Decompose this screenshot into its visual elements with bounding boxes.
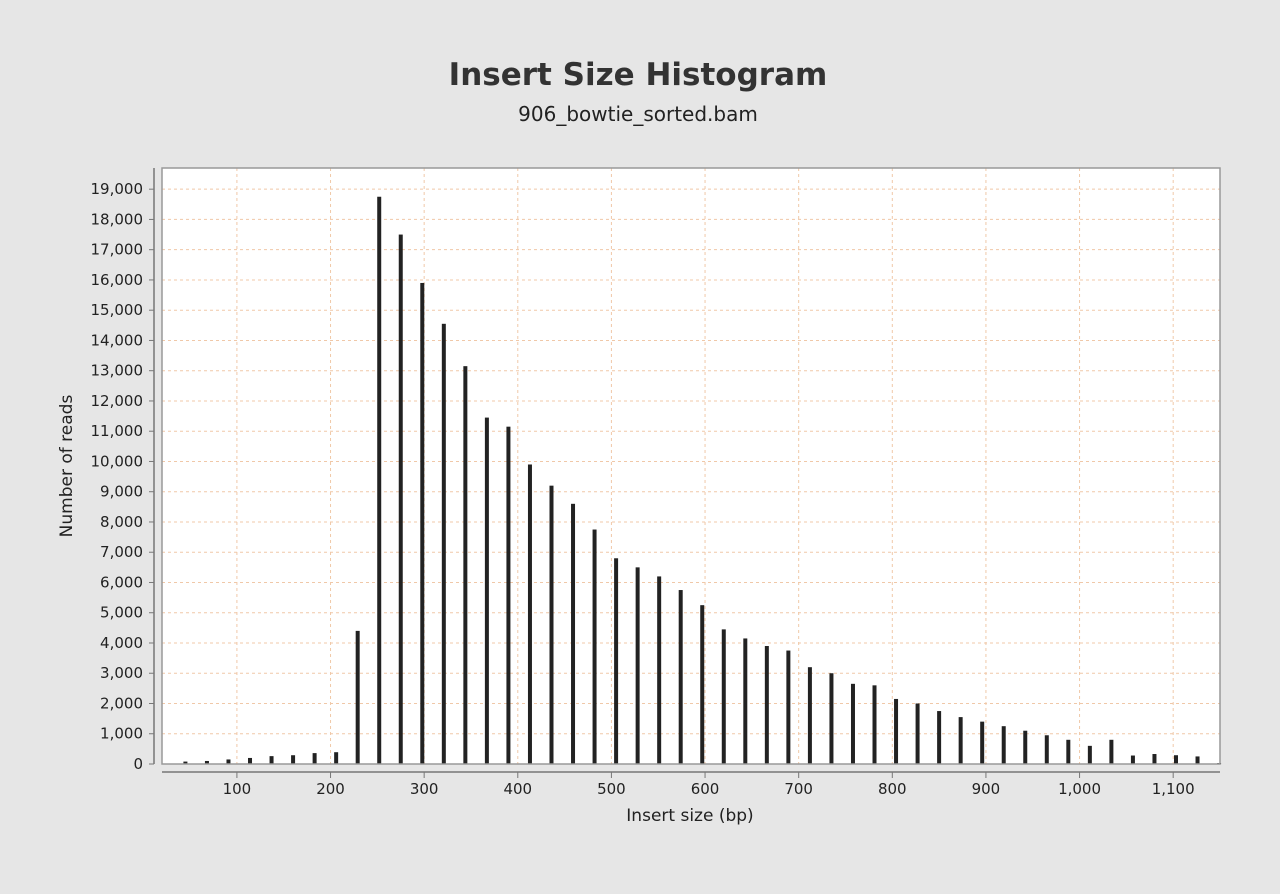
histogram-bar bbox=[527, 464, 532, 764]
y-axis-label: Number of reads bbox=[57, 395, 77, 538]
y-tick-label: 13,000 bbox=[91, 362, 144, 380]
y-tick-label: 11,000 bbox=[91, 422, 144, 440]
y-tick-label: 12,000 bbox=[91, 392, 144, 410]
histogram-bar bbox=[1195, 756, 1200, 764]
histogram-bar bbox=[269, 756, 274, 764]
histogram-bar bbox=[657, 576, 662, 764]
x-tick-label: 700 bbox=[784, 780, 813, 798]
y-tick-label: 10,000 bbox=[91, 452, 144, 470]
y-tick-label: 16,000 bbox=[91, 271, 144, 289]
histogram-bar bbox=[291, 755, 296, 764]
x-tick-label: 300 bbox=[410, 780, 439, 798]
histogram-bar bbox=[334, 752, 339, 764]
y-tick-label: 4,000 bbox=[100, 634, 143, 652]
histogram-bar bbox=[226, 759, 231, 764]
histogram-bar bbox=[850, 683, 855, 764]
histogram-bar bbox=[807, 667, 812, 764]
histogram-bar bbox=[1001, 726, 1006, 764]
x-tick-label: 500 bbox=[597, 780, 626, 798]
histogram-bar bbox=[829, 673, 834, 764]
grid-layer bbox=[162, 168, 1220, 764]
histogram-bar bbox=[721, 629, 726, 764]
histogram-bar bbox=[1066, 739, 1071, 764]
histogram-bar bbox=[678, 590, 683, 764]
histogram-bar bbox=[592, 529, 597, 764]
histogram-bar bbox=[980, 721, 985, 764]
histogram-bar bbox=[549, 485, 554, 764]
x-tick-label: 400 bbox=[503, 780, 532, 798]
y-axis-ticks: 0 1,000 2,000 3,000 4,000 5,000 6,000 7,000 8,00… bbox=[91, 180, 154, 773]
histogram-bar bbox=[635, 567, 640, 764]
histogram-bar bbox=[764, 646, 769, 764]
x-axis-ticks: 100 200 300 400 500 600 700 800 900 1,000 1,100 bbox=[223, 772, 1195, 798]
y-tick-label: 17,000 bbox=[91, 241, 144, 259]
histogram-bar bbox=[312, 753, 317, 764]
histogram-bar bbox=[183, 761, 188, 764]
chart-title: Insert Size Histogram bbox=[449, 57, 828, 93]
histogram-bar bbox=[1023, 730, 1028, 764]
histogram-bar bbox=[506, 426, 511, 764]
histogram-bar bbox=[958, 717, 963, 764]
histogram-bar bbox=[614, 558, 619, 764]
histogram-bar bbox=[1130, 755, 1135, 764]
y-tick-label: 2,000 bbox=[100, 694, 143, 712]
histogram-bar bbox=[700, 605, 705, 764]
histogram-bar bbox=[786, 650, 791, 764]
x-tick-label: 600 bbox=[691, 780, 720, 798]
histogram-bar bbox=[248, 757, 253, 764]
histogram-bar bbox=[872, 685, 877, 764]
y-tick-label: 6,000 bbox=[100, 573, 143, 591]
y-tick-label: 14,000 bbox=[91, 331, 144, 349]
histogram-bar bbox=[894, 698, 899, 764]
x-tick-label: 1,100 bbox=[1152, 780, 1195, 798]
histogram-bar bbox=[915, 703, 920, 764]
histogram-bar bbox=[743, 638, 748, 764]
histogram-bar bbox=[571, 503, 576, 764]
bars-layer bbox=[183, 196, 1222, 765]
y-tick-label: 9,000 bbox=[100, 483, 143, 501]
y-tick-label: 18,000 bbox=[91, 210, 144, 228]
plot-frame bbox=[161, 167, 1221, 765]
x-tick-label: 1,000 bbox=[1058, 780, 1101, 798]
y-tick-label: 8,000 bbox=[100, 513, 143, 531]
chart-subtitle: 906_bowtie_sorted.bam bbox=[518, 102, 758, 126]
y-tick-label: 5,000 bbox=[100, 604, 143, 622]
histogram-bar bbox=[377, 196, 382, 765]
histogram-bar bbox=[420, 282, 425, 764]
x-tick-label: 900 bbox=[972, 780, 1001, 798]
histogram-bar bbox=[1044, 735, 1049, 764]
histogram-bar bbox=[937, 711, 942, 764]
histogram-bar bbox=[1173, 755, 1178, 764]
y-tick-label: 15,000 bbox=[91, 301, 144, 319]
x-axis-label: Insert size (bp) bbox=[626, 806, 753, 826]
y-tick-label: 19,000 bbox=[91, 180, 144, 198]
histogram-bar bbox=[441, 323, 446, 764]
histogram-bar bbox=[1152, 754, 1157, 764]
histogram-bar bbox=[484, 417, 489, 764]
histogram-bar bbox=[204, 760, 209, 764]
histogram-bar bbox=[1109, 739, 1114, 764]
x-tick-label: 800 bbox=[878, 780, 907, 798]
histogram-bar bbox=[1087, 745, 1092, 764]
histogram-bar bbox=[355, 630, 360, 764]
histogram-bar bbox=[398, 234, 403, 765]
y-tick-label: 1,000 bbox=[100, 725, 143, 743]
x-tick-label: 100 bbox=[223, 780, 252, 798]
x-tick-label: 200 bbox=[316, 780, 345, 798]
y-tick-label: 0 bbox=[133, 755, 143, 773]
y-tick-label: 3,000 bbox=[100, 664, 143, 682]
y-tick-label: 7,000 bbox=[100, 543, 143, 561]
histogram-bar bbox=[463, 366, 468, 764]
plot-area bbox=[162, 168, 1220, 764]
